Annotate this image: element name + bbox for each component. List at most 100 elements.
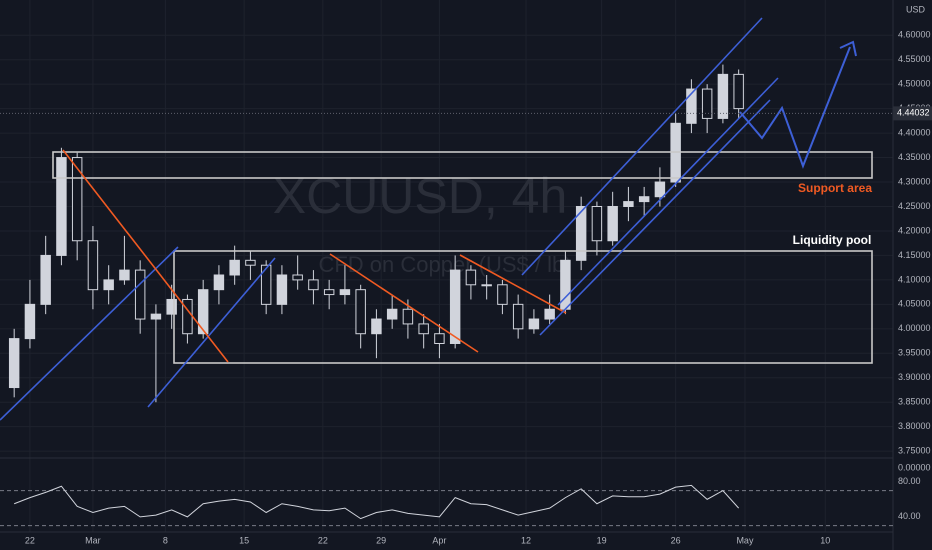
indicator-line bbox=[13, 484, 740, 520]
candle-body bbox=[260, 264, 272, 305]
x-tick-label: 8 bbox=[163, 535, 168, 545]
currency-label: USD bbox=[906, 4, 926, 14]
indicator-tick-label: 80.00 bbox=[898, 476, 921, 486]
x-tick-label: 26 bbox=[671, 535, 681, 545]
x-tick-label: 22 bbox=[25, 535, 35, 545]
channel-line bbox=[521, 17, 763, 276]
candle-body bbox=[166, 298, 177, 315]
y-tick-label: 4.20000 bbox=[898, 225, 931, 235]
candle-body bbox=[276, 274, 288, 305]
candle-body bbox=[575, 205, 587, 261]
candle-body bbox=[355, 289, 366, 335]
trend-line bbox=[62, 149, 229, 363]
candle-body bbox=[229, 259, 240, 276]
y-tick-label: 4.40000 bbox=[898, 127, 931, 137]
y-tick-label: 4.35000 bbox=[898, 152, 931, 162]
candle-body bbox=[733, 73, 744, 110]
candle-body bbox=[292, 274, 303, 281]
x-tick-label: 15 bbox=[239, 535, 249, 545]
x-tick-label: 12 bbox=[521, 535, 531, 545]
y-tick-label: 4.15000 bbox=[898, 250, 931, 260]
x-tick-label: 22 bbox=[318, 535, 328, 545]
candles bbox=[8, 64, 744, 403]
candle-body bbox=[371, 318, 382, 335]
y-tick-label: 4.55000 bbox=[898, 54, 931, 64]
candle-body bbox=[497, 284, 508, 305]
candle-body bbox=[150, 313, 162, 320]
y-tick-label: 4.05000 bbox=[898, 299, 931, 309]
y-tick-label: 4.00000 bbox=[898, 323, 931, 333]
candle-body bbox=[24, 303, 36, 340]
candle-body bbox=[623, 201, 634, 207]
indicator-header: 0.00000 bbox=[898, 462, 931, 472]
candle-body bbox=[56, 157, 67, 256]
candle-body bbox=[308, 279, 319, 291]
candle-body bbox=[607, 205, 618, 242]
channel-line bbox=[539, 99, 771, 336]
y-tick-label: 4.30000 bbox=[898, 176, 931, 186]
candle-body bbox=[339, 289, 351, 296]
trend-line bbox=[147, 257, 276, 408]
x-tick-label: May bbox=[736, 535, 754, 545]
candle-body bbox=[402, 308, 414, 325]
indicator-tick-label: 40.00 bbox=[898, 511, 921, 521]
candle-body bbox=[40, 254, 51, 305]
axes: 3.75000 3.80000 3.85000 3.90000 3.95000 4.000… bbox=[0, 30, 932, 545]
annotation: Support area bbox=[798, 181, 872, 195]
trend-line bbox=[329, 253, 479, 353]
channel-line bbox=[557, 77, 779, 306]
candle-body bbox=[481, 284, 492, 287]
candle-body bbox=[654, 181, 666, 198]
candle-body bbox=[434, 333, 445, 345]
watermark-title: XCUUSD, 4h bbox=[273, 168, 568, 224]
grid bbox=[0, 0, 893, 532]
candle-body bbox=[528, 318, 540, 330]
x-tick-label: Apr bbox=[432, 535, 446, 545]
candle-body bbox=[465, 269, 477, 286]
candle-body bbox=[119, 269, 130, 281]
support-zone bbox=[52, 151, 873, 179]
x-tick-label: 19 bbox=[597, 535, 607, 545]
candle-body bbox=[638, 196, 650, 203]
candle-body bbox=[71, 157, 83, 242]
candle-body bbox=[512, 303, 524, 330]
x-tick-label: 10 bbox=[820, 535, 830, 545]
y-tick-label: 3.85000 bbox=[898, 397, 931, 407]
candle-body bbox=[418, 323, 429, 335]
annotation: Liquidity pool bbox=[793, 233, 872, 247]
y-tick-label: 4.10000 bbox=[898, 274, 931, 284]
candle-body bbox=[8, 338, 20, 389]
watermark-subtitle: CFD on Copper (US$ / lb) bbox=[318, 252, 571, 277]
candle-body bbox=[449, 269, 461, 345]
candle-body bbox=[245, 259, 256, 266]
x-tick-label: Mar bbox=[85, 535, 101, 545]
candle-body bbox=[197, 289, 209, 335]
candle-body bbox=[134, 269, 146, 320]
last-price-tag bbox=[893, 106, 932, 121]
last-price-label: 4.44032 bbox=[897, 108, 930, 118]
candle-body bbox=[87, 240, 99, 291]
candle-body bbox=[717, 73, 729, 119]
candle-body bbox=[213, 274, 225, 291]
y-tick-label: 4.50000 bbox=[898, 79, 931, 89]
y-tick-label: 4.25000 bbox=[898, 201, 931, 211]
x-tick-label: 29 bbox=[376, 535, 386, 545]
drawings bbox=[0, 17, 873, 421]
trend-line bbox=[0, 246, 179, 421]
candle-body bbox=[544, 308, 555, 320]
y-tick-label: 3.90000 bbox=[898, 372, 931, 382]
y-tick-label: 4.60000 bbox=[898, 30, 931, 40]
candle-body bbox=[323, 289, 335, 296]
candle-body bbox=[103, 279, 114, 291]
candle-body bbox=[686, 88, 697, 124]
y-tick-label: 3.80000 bbox=[898, 421, 931, 431]
candle-body bbox=[386, 308, 398, 320]
liquidity-zone bbox=[173, 250, 873, 364]
projection-path bbox=[739, 46, 851, 169]
y-tick-label: 3.75000 bbox=[898, 446, 931, 456]
trend-line bbox=[459, 254, 567, 314]
y-tick-label: 3.95000 bbox=[898, 348, 931, 358]
candle-body bbox=[591, 205, 603, 242]
candle-body bbox=[701, 88, 713, 119]
